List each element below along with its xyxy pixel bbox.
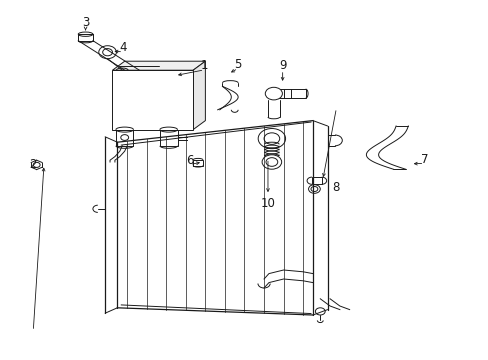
Bar [78, 34, 93, 41]
Text: 8: 8 [332, 181, 340, 194]
Text: 7: 7 [420, 153, 427, 166]
Circle shape [99, 46, 116, 59]
Circle shape [315, 308, 325, 315]
Text: 2: 2 [29, 158, 37, 171]
Circle shape [264, 87, 282, 100]
Text: 4: 4 [119, 41, 127, 54]
Bar [193, 160, 203, 166]
Text: 5: 5 [234, 58, 242, 71]
Circle shape [258, 129, 285, 149]
Polygon shape [112, 61, 205, 70]
Circle shape [308, 185, 320, 193]
Bar [311, 177, 321, 184]
Text: 1: 1 [200, 59, 208, 72]
Bar [112, 70, 193, 130]
Circle shape [33, 162, 40, 167]
Text: 10: 10 [260, 197, 275, 210]
Bar [116, 130, 133, 146]
Text: 6: 6 [185, 154, 193, 167]
Text: 3: 3 [81, 16, 89, 29]
Bar [160, 130, 177, 146]
Bar [273, 89, 305, 98]
Polygon shape [193, 61, 205, 130]
Circle shape [262, 155, 281, 169]
Text: 9: 9 [278, 59, 286, 72]
